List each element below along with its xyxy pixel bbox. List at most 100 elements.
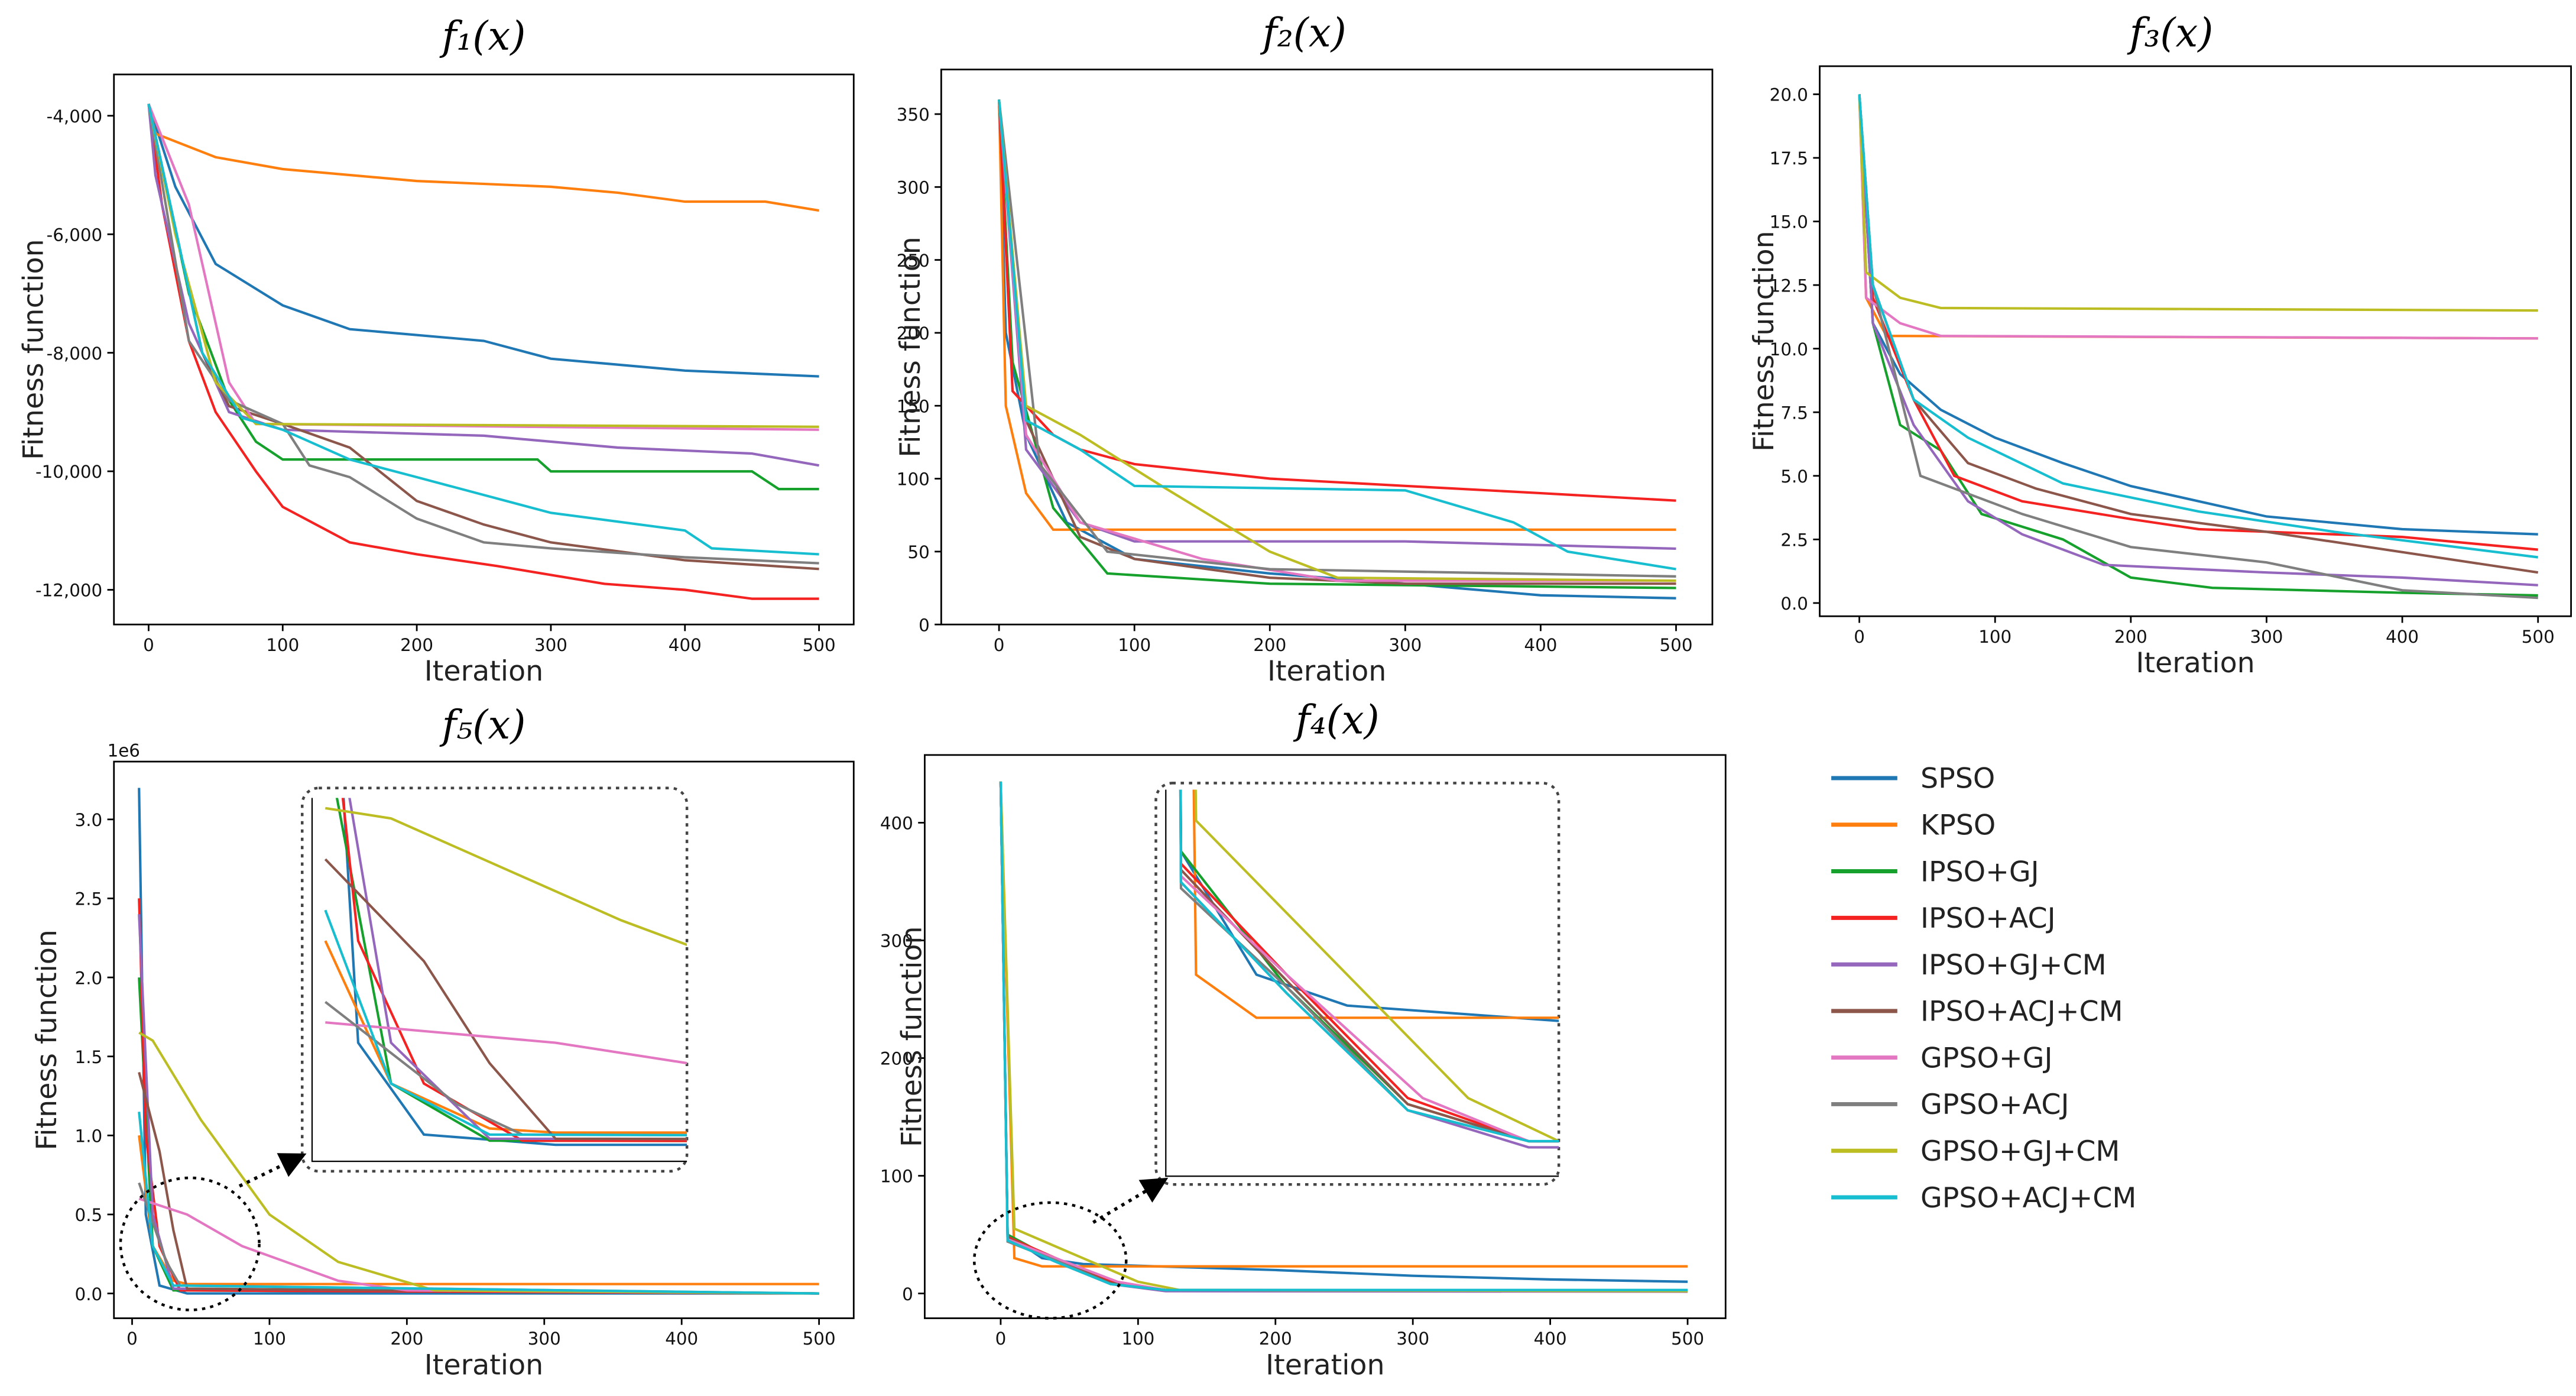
x-tick-label: 100	[1121, 1329, 1154, 1349]
series-line-gpso-gj-cm	[998, 99, 1676, 582]
series-line-spso	[1858, 94, 2538, 536]
inset-series-line-gpso-acj	[1179, 789, 1559, 1143]
y-tick-label: 200	[897, 323, 930, 344]
legend-label: IPSO+ACJ	[1920, 902, 2056, 935]
series-line-ipso-gj	[998, 99, 1676, 590]
x-tick-label: 0	[143, 635, 154, 655]
inset-series-line-ipso-gj	[1179, 789, 1559, 1143]
x-tick-label: 500	[803, 635, 836, 655]
x-tick-label: 100	[253, 1329, 286, 1349]
x-tick-label: 400	[1524, 635, 1557, 655]
zoom-region-ellipse	[972, 1201, 1128, 1320]
legend: SPSO KPSO IPSO+GJ IPSO+ACJ IPSO+GJ+CM IPSO+AC…	[1831, 763, 2136, 1214]
series-line-gpso-acj	[998, 99, 1676, 578]
chart-3: f₃(x) 0 100 200 300 400 500 0.0 2.5 5.0 7.5 10.0 12.…	[1748, 9, 2572, 679]
series-line-kpso	[1858, 94, 2538, 340]
y-tick-label: 0.0	[75, 1284, 103, 1304]
series-line-ipso-gj-cm	[1858, 94, 2538, 587]
y-tick-label: 100	[897, 469, 930, 490]
legend-label: GPSO+GJ+CM	[1920, 1135, 2120, 1168]
y-tick-label: 1.0	[75, 1126, 103, 1146]
y-axis-label: Fitness function	[31, 929, 63, 1151]
legend-label: SPSO	[1920, 763, 1995, 795]
legend-item: IPSO+ACJ	[1831, 902, 2056, 935]
inset-series-line-gpso-gj	[325, 1021, 687, 1065]
x-tick-label: 300	[2250, 627, 2283, 647]
legend-item: GPSO+GJ+CM	[1831, 1135, 2120, 1168]
y-tick-label: 2.0	[75, 968, 103, 988]
inset-series-line-spso	[342, 798, 687, 1146]
y-tick-label: 17.5	[1770, 148, 1808, 169]
chart-title: f₄(x)	[1293, 697, 1380, 743]
y-offset-label: 1e6	[108, 741, 140, 761]
chart-4: f₅(x) 0 100 200 300 400 500 0.0 0.5 1.0 1.5 2.0 2.5 3…	[31, 702, 855, 1381]
x-tick-label: 200	[390, 1329, 423, 1349]
chart-1: f₁(x) 0 100 200 300 400 500 -4,000 -6,000 -8,000 -…	[17, 13, 855, 688]
legend-label: IPSO+GJ	[1920, 856, 2039, 888]
y-tick-label: 1.5	[75, 1047, 103, 1067]
inset-series-line-gpso-gj-cm	[325, 806, 687, 947]
inset-series-line-ipso-acj	[1179, 789, 1559, 1143]
chart-2: f₂(x) 0 100 200 300 400 500 0 50 100 150 200 250 300 3…	[894, 9, 1714, 688]
x-tick-label: 500	[803, 1329, 836, 1349]
y-tick-label: 15.0	[1770, 212, 1808, 232]
series-line-ipso-acj	[1858, 94, 2538, 551]
y-tick-label: 150	[897, 396, 930, 416]
y-tick-label: 100	[880, 1167, 913, 1187]
x-tick-label: 0	[995, 1329, 1007, 1349]
chart-title: f₃(x)	[2127, 9, 2214, 56]
y-axis-label: Fitness function	[894, 237, 927, 458]
series-line-ipso-gj	[147, 103, 819, 491]
x-axis-label: Iteration	[1266, 1349, 1384, 1381]
series-line-gpso-acj-cm	[138, 1112, 819, 1295]
x-tick-label: 200	[400, 635, 433, 655]
x-tick-label: 400	[669, 635, 702, 655]
inset-frame	[300, 786, 689, 1173]
zoom-arrow-icon	[1092, 1177, 1169, 1224]
plot-frame	[1819, 65, 2572, 617]
plot-frame	[940, 69, 1714, 626]
x-axis-label: Iteration	[2136, 647, 2254, 679]
series-line-gpso-gj-cm	[138, 1031, 819, 1295]
inset-axes	[311, 798, 687, 1162]
series-line-spso	[998, 99, 1676, 600]
y-tick-label: 10.0	[1770, 339, 1808, 359]
x-tick-label: 500	[1671, 1329, 1704, 1349]
y-tick-label: 5.0	[1780, 467, 1808, 487]
inset-series-group	[1179, 789, 1559, 1149]
inset-series-line-ipso-acj-cm	[324, 858, 687, 1141]
y-axis-label: Fitness function	[1748, 231, 1780, 452]
legend-label: IPSO+ACJ+CM	[1920, 996, 2123, 1028]
series-group	[147, 103, 819, 600]
zoom-arrow-icon	[238, 1153, 307, 1188]
zoom-region-ellipse	[119, 1176, 261, 1311]
inset-series-line-gpso-acj-cm	[1179, 789, 1559, 1143]
inset-series-line-ipso-acj	[341, 798, 687, 1142]
inset-axes	[1165, 789, 1559, 1177]
x-tick-label: 300	[534, 635, 567, 655]
x-tick-label: 0	[1854, 627, 1865, 647]
series-line-kpso	[147, 103, 819, 212]
inset-series-line-ipso-gj	[335, 798, 687, 1142]
chart-5: f₄(x) 0 100 200 300 400 500 0 100 200 300 400 Iterat…	[880, 697, 1727, 1381]
series-group	[998, 99, 1676, 600]
series-group	[138, 788, 819, 1295]
legend-item: IPSO+GJ+CM	[1831, 949, 2107, 982]
series-line-gpso-gj-cm	[1858, 94, 2538, 312]
x-axis-label: Iteration	[424, 655, 543, 688]
series-line-gpso-gj	[147, 103, 819, 431]
y-tick-label: 2.5	[1780, 530, 1808, 550]
y-tick-label: 200	[880, 1049, 913, 1069]
y-axis-label: Fitness function	[17, 239, 50, 460]
series-line-gpso-gj	[1858, 94, 2538, 340]
x-tick-label: 200	[2114, 627, 2147, 647]
x-tick-label: 400	[2386, 627, 2419, 647]
x-tick-label: 0	[126, 1329, 138, 1349]
inset-series-group	[324, 798, 687, 1146]
legend-label: KPSO	[1920, 809, 1996, 842]
x-tick-label: 400	[1534, 1329, 1567, 1349]
series-line-spso	[147, 103, 819, 378]
y-tick-label: 3.0	[75, 810, 103, 830]
chart-title: f₅(x)	[439, 702, 526, 748]
